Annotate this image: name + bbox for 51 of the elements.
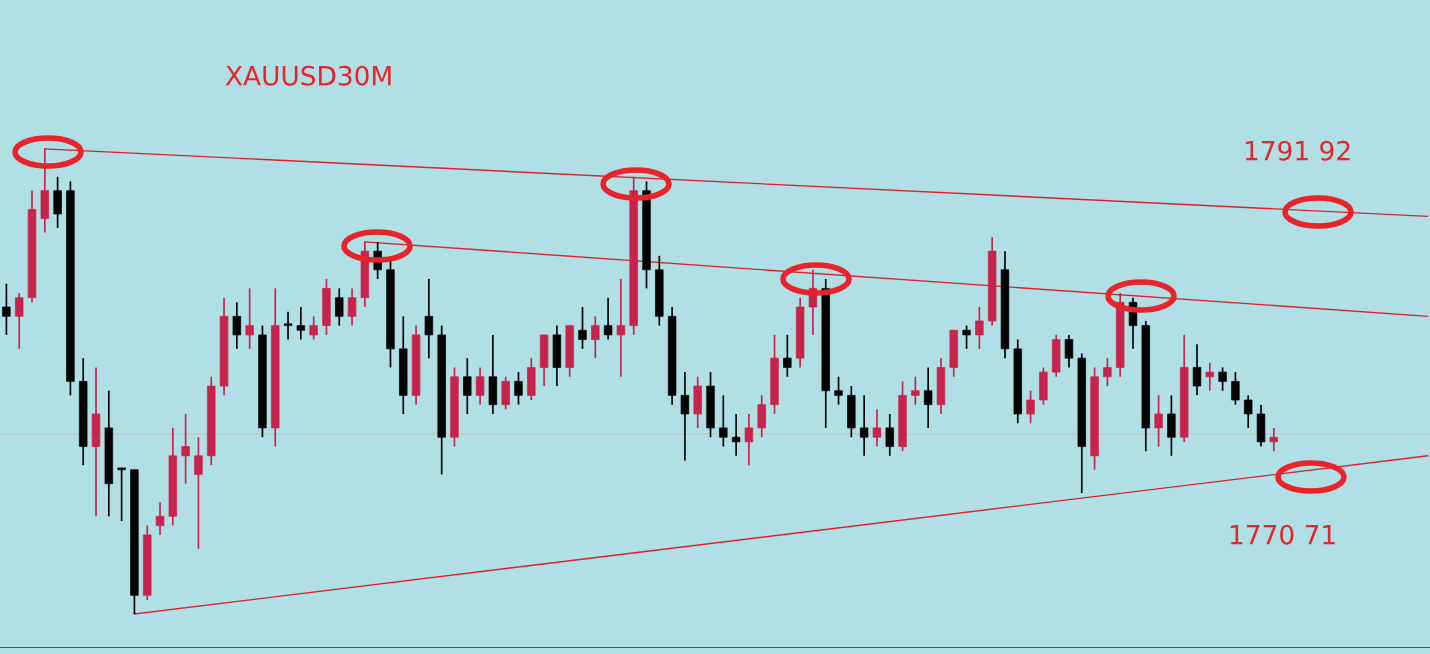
candlestick [616,278,626,378]
candlestick [514,371,523,406]
candlestick [424,278,434,359]
candlestick [296,306,306,341]
candlestick [911,375,920,406]
candlestick [155,501,165,536]
candlestick [975,306,984,350]
candlestick [245,287,254,350]
candlestick [1154,394,1163,448]
candlestick [117,467,126,522]
candlestick [335,287,344,327]
candlestick [680,371,690,462]
candlestick [283,310,293,341]
candlestick [181,413,190,485]
candlestick [757,394,766,439]
candlestick [1167,394,1176,457]
candlestick [885,413,894,457]
candlestick [2,282,11,336]
candlestick [578,306,587,350]
candlestick [501,375,510,411]
candlestick [347,287,357,327]
candlestick [783,334,792,378]
candlestick [15,292,24,350]
candlestick [1205,361,1214,392]
candlestick [463,357,472,415]
candlestick [475,366,485,406]
candlestick [719,394,728,448]
candlestick [309,315,318,341]
candlestick [1244,394,1253,429]
candlestick [1103,357,1112,387]
candlestick [744,413,754,466]
candlestick [1269,427,1278,453]
candlestick [859,394,869,457]
candlestick [1192,343,1202,397]
candlestick [872,408,882,448]
candlestick [232,301,242,350]
candlestick [1231,371,1240,406]
candlestick [1026,389,1035,425]
candlestick [1064,334,1074,369]
annotation: 1770 71 [1230,524,1335,545]
candlestick [1218,366,1227,392]
candlestick [834,375,843,406]
candlestick [591,315,600,359]
chart-title: XAUUSD30M [225,65,391,86]
annotation: 1791 92 [1245,140,1350,161]
candlestick [53,175,62,229]
candlestick [731,413,741,457]
candlestick [923,366,933,429]
candlestick [603,296,613,341]
candlestick [962,324,971,350]
candlestick [194,436,203,550]
